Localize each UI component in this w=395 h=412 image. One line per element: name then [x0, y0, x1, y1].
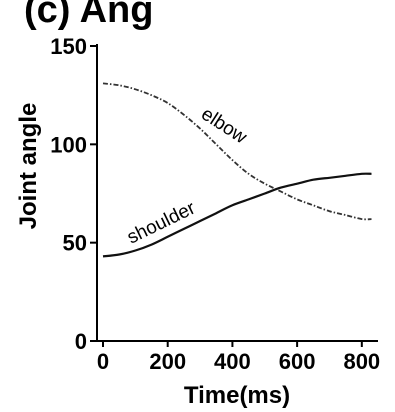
x-tick-label: 400: [214, 349, 251, 374]
y-axis-title: Joint angle: [15, 103, 42, 230]
series-layer: [102, 82, 372, 258]
series-label-elbow: elbow: [197, 104, 250, 149]
series-line-shoulder: [102, 172, 372, 258]
y-tick-label: 150: [50, 34, 87, 59]
x-tick-label: 800: [343, 349, 380, 374]
y-tick-label: 0: [75, 329, 87, 354]
y-tick-label: 50: [63, 231, 87, 256]
x-tick-label: 0: [97, 349, 109, 374]
x-tick-label: 200: [149, 349, 186, 374]
x-axis-title: Time(ms): [184, 382, 290, 409]
chart-title-fragment: (c) Ang: [24, 0, 153, 31]
series-line-elbow: [102, 82, 372, 221]
x-tick-label: 600: [279, 349, 316, 374]
y-tick-label: 100: [50, 132, 87, 157]
x-axis-ticks: 0 200 400 600 800: [97, 341, 380, 374]
y-axis-ticks: 0 50 100 150: [50, 34, 97, 354]
